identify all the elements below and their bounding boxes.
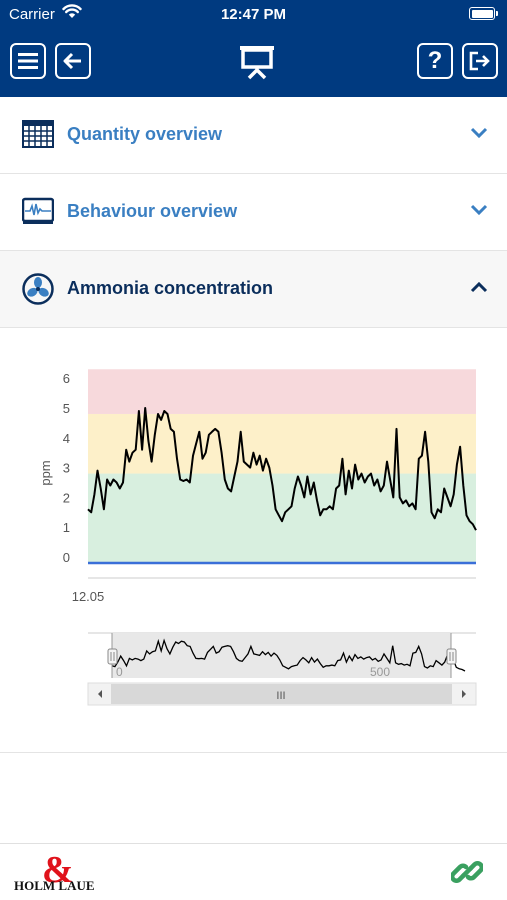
y-tick-label: 6 [63,371,70,386]
logo-text: HOLM LAUE [14,878,95,893]
section-quantity-overview[interactable]: Quantity overview [0,97,507,174]
zone-band-red [88,369,476,414]
section-title: Behaviour overview [67,201,238,221]
scroll-left-icon[interactable] [98,690,102,698]
back-arrow-icon [63,52,81,70]
menu-icon [18,53,38,69]
y-tick-label: 5 [63,401,70,416]
ammonia-chart-panel: 0 1 2 3 4 5 6 ppm 12.05 0 500 III [0,328,507,753]
section-behaviour-overview[interactable]: Behaviour overview [0,174,507,251]
scrollbar-thumb[interactable] [111,684,452,704]
y-tick-label: 0 [63,550,70,565]
series-line [87,407,477,531]
ammonia-chart: 0 1 2 3 4 5 6 ppm 12.05 0 500 III [38,369,477,706]
back-button[interactable] [55,43,91,79]
navigator-handle[interactable] [107,648,118,665]
clock: 12:47 PM [220,6,287,23]
holm-laue-logo: & HOLM LAUE [14,852,95,893]
logo-ampersand: & [42,852,74,891]
navigator-series-line [111,638,466,672]
zone-band-yellow [88,413,476,474]
help-button[interactable]: ? [417,43,453,79]
scrollbar-grip: III [276,690,285,702]
y-tick-label: 3 [63,461,70,476]
scroll-right-icon[interactable] [462,690,466,698]
help-icon: ? [427,47,443,74]
link-icon[interactable] [451,856,483,888]
exit-icon [469,51,490,71]
section-title: Quantity overview [67,124,223,144]
calendar-grid-icon [22,120,54,148]
y-axis-label: ppm [38,460,53,485]
navigator-label: 0 [116,665,123,679]
navigator-handle[interactable] [446,648,457,665]
y-tick-label: 1 [63,520,70,535]
app-footer: & HOLM LAUE [0,843,507,900]
y-tick-label: 2 [63,490,70,505]
chevron-down-icon[interactable] [470,204,488,216]
carrier-label: Carrier [9,6,55,23]
navigator-label: 500 [370,665,390,679]
monitor-waveform-icon [22,197,54,224]
status-bar: Carrier 12:47 PM [0,0,507,28]
x-tick-label: 12.05 [72,589,105,604]
fan-icon [22,273,54,305]
chevron-up-icon[interactable] [470,281,488,293]
exit-button[interactable] [462,43,498,79]
section-ammonia-concentration[interactable]: Ammonia concentration [0,251,507,328]
presentation-icon [240,46,274,80]
menu-button[interactable] [10,43,46,79]
wifi-icon [62,4,82,18]
y-tick-label: 4 [63,431,70,446]
section-title: Ammonia concentration [67,278,274,298]
chevron-down-icon[interactable] [470,127,488,139]
app-header: Carrier 12:47 PM ? [0,0,507,97]
navigator-selection [112,633,451,678]
battery-icon [469,7,498,20]
